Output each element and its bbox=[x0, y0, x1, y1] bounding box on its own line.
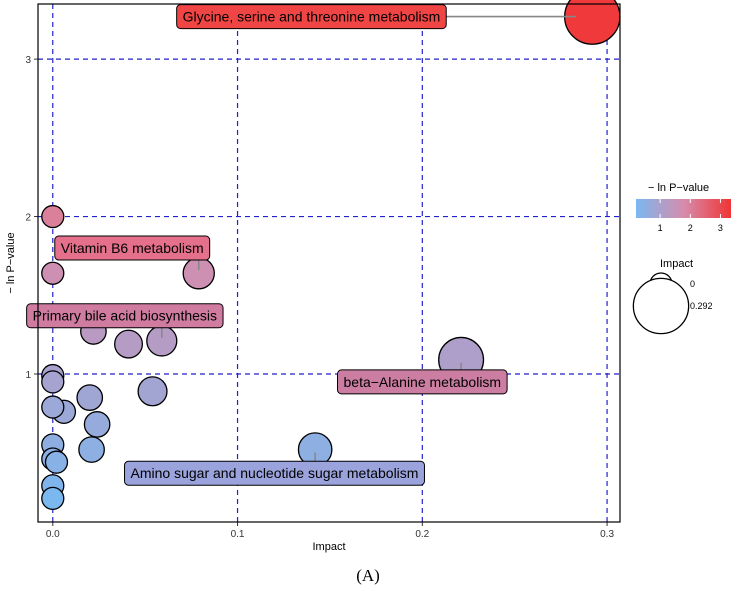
data-point bbox=[114, 329, 144, 359]
point-label-text: beta−Alanine metabolism bbox=[344, 374, 502, 390]
leader-lines bbox=[160, 15, 576, 462]
data-point bbox=[83, 411, 111, 438]
y-axis-title: − ln P−value bbox=[5, 232, 17, 293]
y-tick-label: 2 bbox=[25, 213, 31, 224]
point-label-text: Primary bile acid biosynthesis bbox=[33, 308, 217, 324]
x-axis-title: Impact bbox=[312, 541, 345, 553]
x-tick-label: 0.1 bbox=[231, 529, 245, 540]
point-label-text: Glycine, serine and threonine metabolism bbox=[183, 9, 441, 25]
legend-size-circle bbox=[632, 277, 690, 335]
legend: − ln P−value 1 2 3 Impact 0 0.292 bbox=[632, 182, 731, 335]
data-point bbox=[41, 486, 65, 511]
data-point bbox=[41, 370, 65, 394]
figure-caption: (A) bbox=[356, 566, 380, 585]
axis-ticks: 0.0 0.1 0.2 0.3 1 2 3 bbox=[25, 55, 614, 540]
point-label: Vitamin B6 metabolism bbox=[54, 235, 211, 261]
legend-size-items: 0 0.292 bbox=[632, 272, 713, 335]
legend-color-tick-label: 2 bbox=[688, 223, 693, 233]
legend-colorbar bbox=[636, 199, 731, 218]
x-tick-label: 0.2 bbox=[415, 529, 429, 540]
legend-color-tick-label: 1 bbox=[658, 223, 663, 233]
data-point bbox=[41, 395, 65, 419]
point-label-box bbox=[124, 460, 425, 486]
point-label-text: Vitamin B6 metabolism bbox=[61, 240, 204, 256]
data-point bbox=[76, 384, 104, 411]
data-point bbox=[44, 450, 69, 474]
data-point bbox=[41, 204, 65, 229]
legend-size-title: Impact bbox=[660, 258, 693, 270]
legend-size-label: 0.292 bbox=[690, 301, 713, 311]
point-label-box bbox=[54, 235, 211, 261]
legend-size-label: 0 bbox=[690, 279, 695, 289]
x-tick-label: 0.0 bbox=[46, 529, 60, 540]
data-point bbox=[41, 261, 65, 285]
point-label: Glycine, serine and threonine metabolism bbox=[176, 4, 447, 30]
y-tick-label: 3 bbox=[25, 55, 31, 66]
point-label: Primary bile acid biosynthesis bbox=[26, 303, 224, 329]
data-point bbox=[564, 0, 621, 45]
legend-color-tick-label: 3 bbox=[718, 223, 723, 233]
y-tick-label: 1 bbox=[25, 370, 31, 381]
point-label-box bbox=[337, 369, 508, 395]
grid-lines bbox=[38, 4, 620, 522]
point-label: Amino sugar and nucleotide sugar metabol… bbox=[124, 460, 425, 486]
point-label-box bbox=[26, 303, 224, 329]
data-point bbox=[137, 376, 168, 407]
point-label: beta−Alanine metabolism bbox=[337, 369, 508, 395]
data-point bbox=[78, 436, 105, 463]
x-tick-label: 0.3 bbox=[600, 529, 614, 540]
plot-panel-border bbox=[37, 3, 621, 523]
legend-color-ticks: 1 2 3 bbox=[658, 199, 723, 233]
point-label-text: Amino sugar and nucleotide sugar metabol… bbox=[131, 465, 419, 481]
legend-color-title: − ln P−value bbox=[648, 182, 709, 194]
